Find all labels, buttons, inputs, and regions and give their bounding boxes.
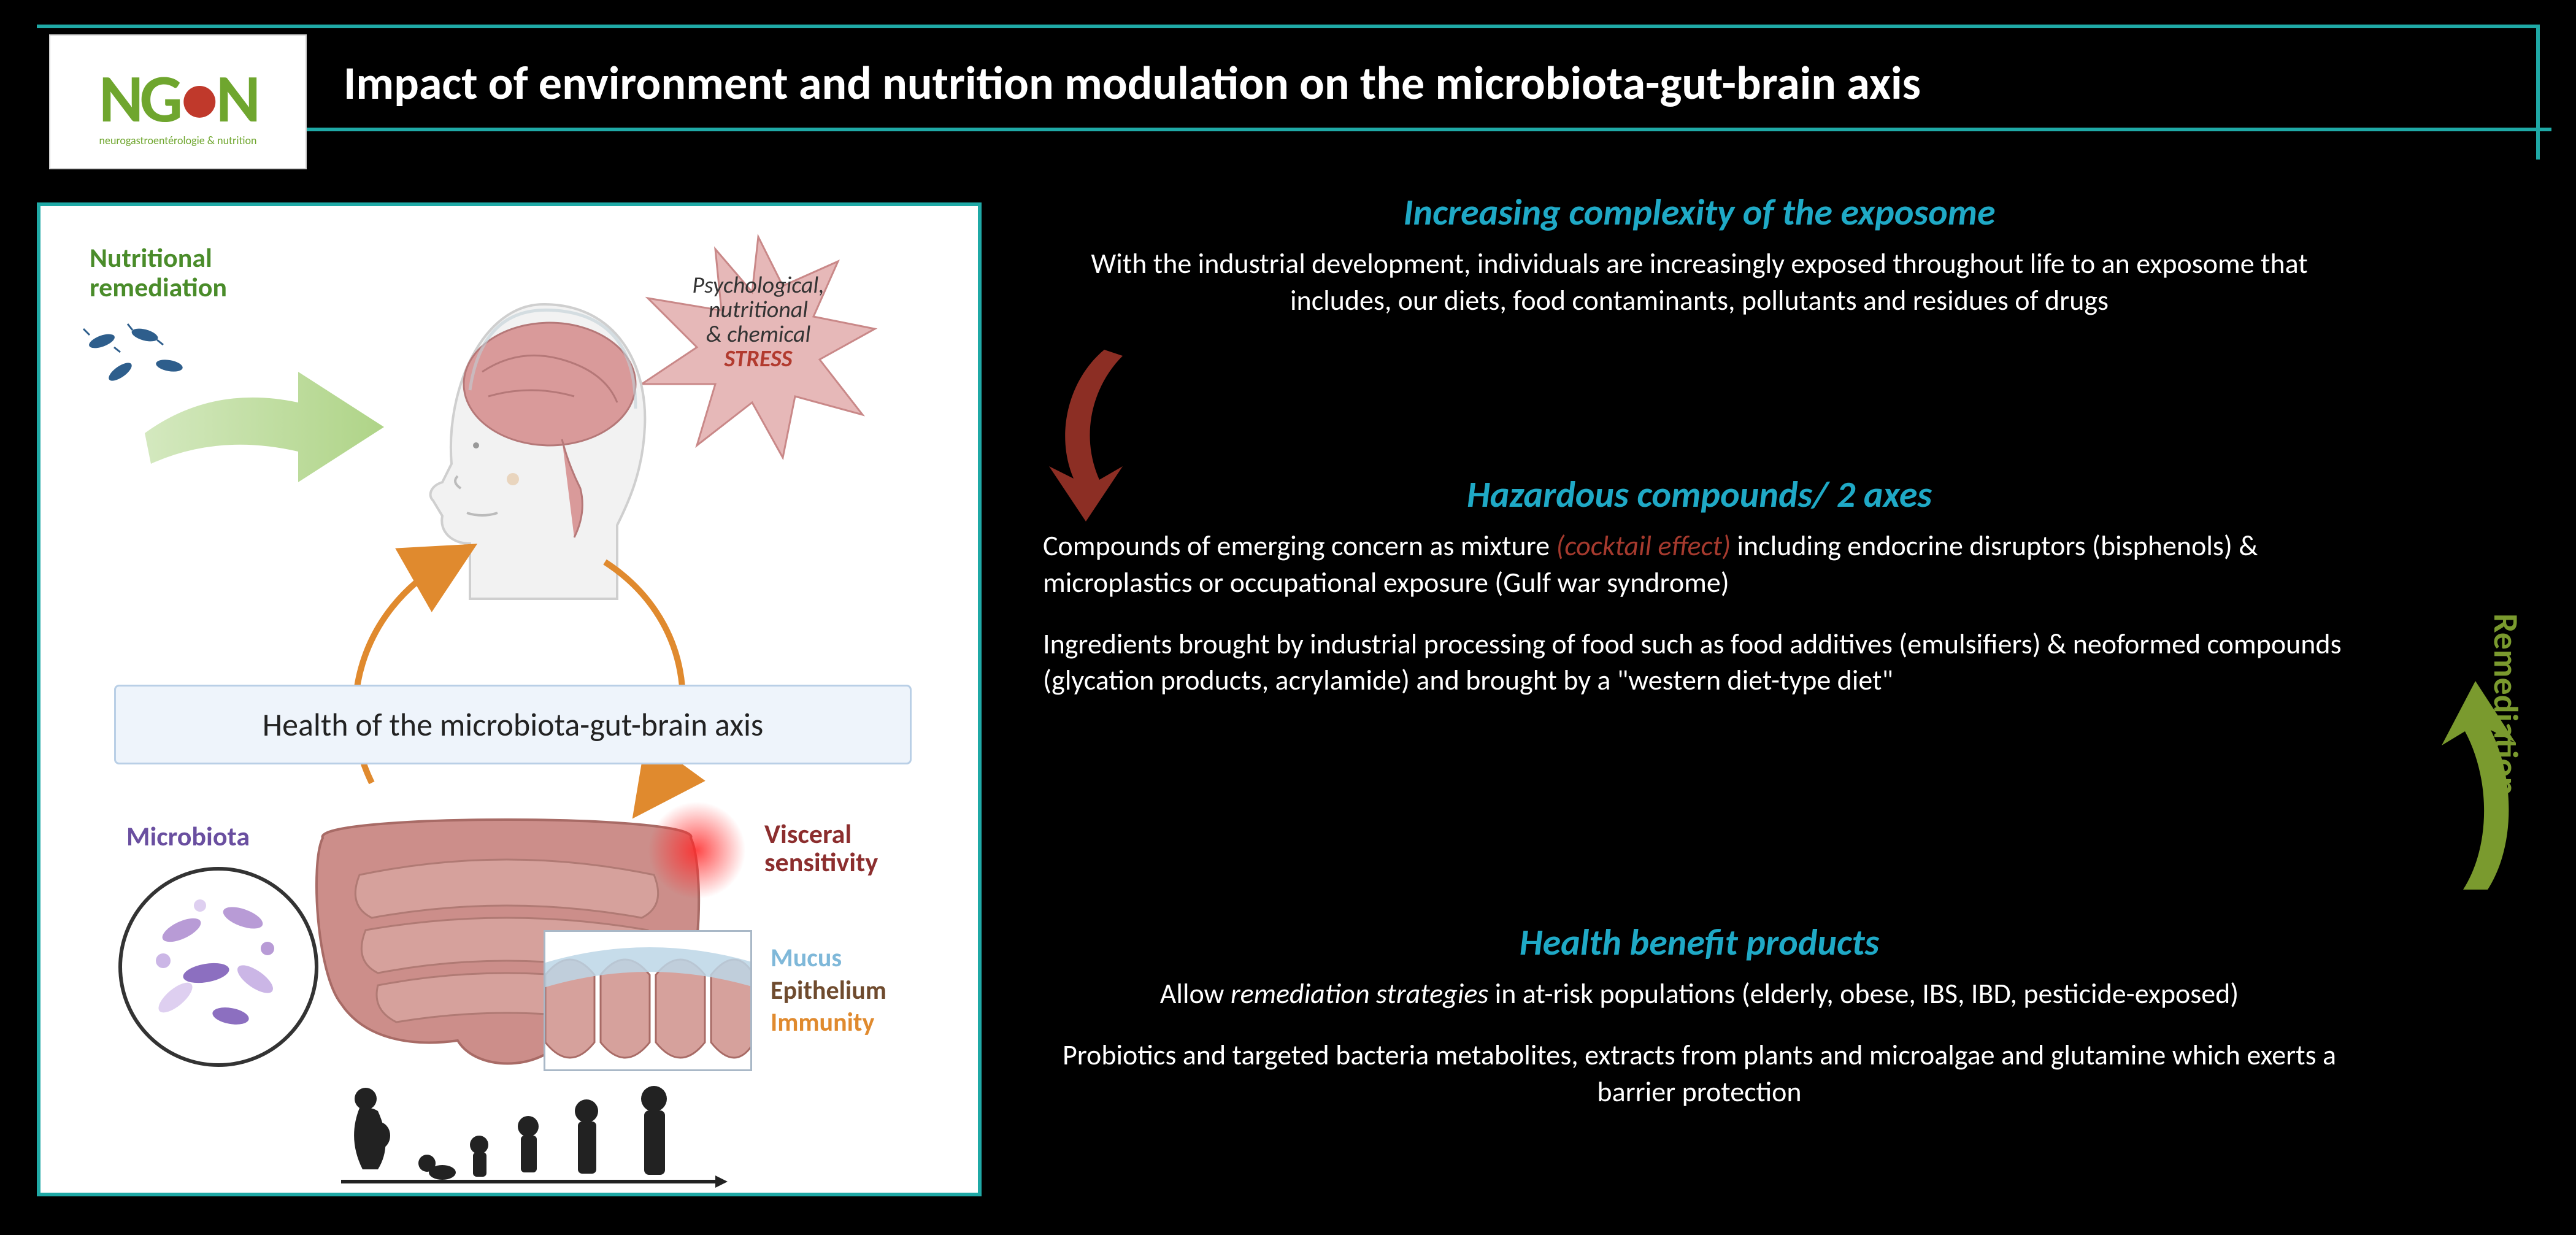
page-title: Impact of environment and nutrition modu… (344, 55, 2491, 112)
microbiota-label: Microbiota (126, 820, 250, 853)
barrier-labels: Mucus Epithelium Immunity (771, 942, 886, 1039)
axis-box: Health of the microbiota-gut-brain axis (114, 685, 912, 764)
logo: NG●N neurogastroentérologie & nutrition (49, 34, 307, 169)
exposome-body: With the industrial development, individ… (1043, 246, 2356, 320)
hazardous-line1: Compounds of emerging concern as mixture… (1043, 528, 2356, 602)
gut-barrier-icon (544, 930, 752, 1071)
hazardous-heading: Hazardous compounds/ 2 axes (1043, 472, 2356, 517)
epithelium-label: Epithelium (771, 975, 886, 1007)
green-arrow-icon (139, 360, 396, 494)
section-benefit: Health benefit products Allow remediatio… (1043, 920, 2356, 1110)
benefit-line1: Allow remediation strategies in at-risk … (1043, 976, 2356, 1013)
life-stages-icon (335, 1077, 728, 1194)
stress-label: Psychological, nutritional & chemical ST… (660, 274, 856, 372)
visceral-pain-glow (648, 801, 746, 899)
benefit-heading: Health benefit products (1043, 920, 2356, 965)
section-exposome: Increasing complexity of the exposome Wi… (1043, 190, 2356, 320)
red-down-arrow-icon (1031, 344, 1141, 528)
logo-letters: NG●N (99, 57, 256, 140)
axis-box-label: Health of the microbiota-gut-brain axis (263, 705, 764, 744)
exposome-heading: Increasing complexity of the exposome (1043, 190, 2356, 235)
immunity-label: Immunity (771, 1007, 886, 1039)
hazardous-line2: Ingredients brought by industrial proces… (1043, 626, 2356, 700)
gut-brain-diagram: Nutritional remediation Psychological, n… (37, 202, 982, 1196)
benefit-line2: Probiotics and targeted bacteria metabol… (1043, 1037, 2356, 1111)
nutritional-remediation-label: Nutritional remediation (90, 243, 298, 302)
section-hazardous: Hazardous compounds/ 2 axes Compounds of… (1043, 472, 2356, 699)
logo-subtitle: neurogastroentérologie & nutrition (99, 134, 257, 147)
remediation-vertical-label: Remediation (2485, 614, 2526, 796)
mucus-label: Mucus (771, 942, 886, 975)
title-underline (239, 128, 2551, 131)
microbiota-circle-icon (114, 863, 323, 1071)
visceral-sensitivity-label: Visceral sensitivity (764, 820, 936, 876)
